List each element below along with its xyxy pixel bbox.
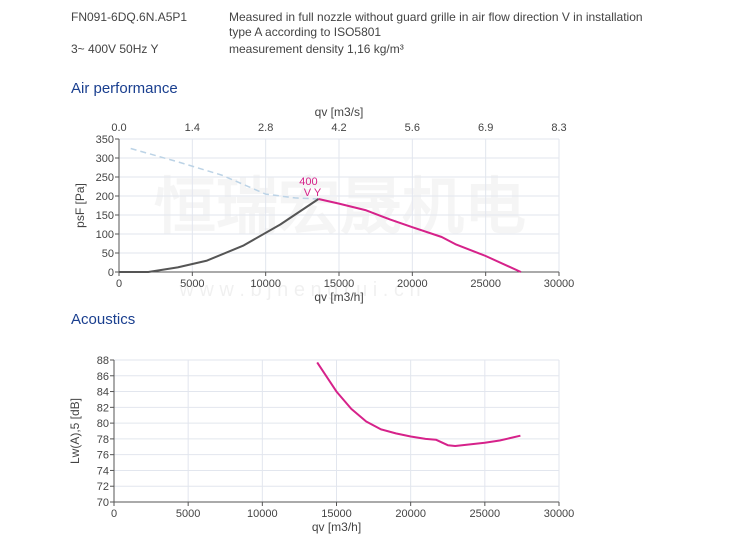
y-axis-label: psF [Pa] <box>73 183 87 228</box>
x-tick-label: 5000 <box>180 278 204 290</box>
measurement-note-3: measurement density 1,16 kg/m³ <box>229 42 404 56</box>
y-tick-label: 0 <box>108 267 114 279</box>
x-tick-label: 10000 <box>250 278 281 290</box>
series-line-0-0 <box>130 147 319 200</box>
x-axis-label: qv [m3/h] <box>312 520 361 534</box>
watermark-logo: 恒瑞宏晟机电 <box>154 173 526 242</box>
x2-tick-label: 2.8 <box>258 122 273 134</box>
x-axis-label: qv [m3/h] <box>314 290 363 304</box>
x-tick-label: 20000 <box>395 508 426 520</box>
series-line-0-1 <box>119 198 320 273</box>
series-line-0-2 <box>318 198 522 273</box>
x2-tick-label: 6.9 <box>478 122 493 134</box>
x-tick-label: 5000 <box>176 508 200 520</box>
x-tick-label: 10000 <box>247 508 278 520</box>
x2-tick-label: 5.6 <box>405 122 420 134</box>
watermark-url: w w w . b j h e n g r u i . c n <box>178 279 420 301</box>
x-tick-label: 20000 <box>397 278 428 290</box>
y-tick-label: 74 <box>97 465 109 477</box>
acoustics-title: Acoustics <box>71 311 136 328</box>
y-tick-label: 72 <box>97 481 109 493</box>
operating-point-label: 400 <box>299 176 317 188</box>
supply-label: 3~ 400V 50Hz Y <box>71 42 159 56</box>
x-tick-label: 15000 <box>324 278 355 290</box>
x2-tick-label: 4.2 <box>331 122 346 134</box>
measurement-note-1: Measured in full nozzle without guard gr… <box>229 10 643 24</box>
y-tick-label: 78 <box>97 434 109 446</box>
x-tick-label: 25000 <box>470 508 501 520</box>
x2-tick-label: 1.4 <box>185 122 200 134</box>
y-tick-label: 150 <box>96 210 114 222</box>
y-axis-label: Lw(A),5 [dB] <box>68 398 82 464</box>
y-tick-label: 300 <box>96 153 114 165</box>
x-tick-label: 0 <box>116 278 122 290</box>
operating-point-label: V Y <box>304 187 322 199</box>
y-tick-label: 86 <box>97 371 109 383</box>
y-tick-label: 82 <box>97 402 109 414</box>
x-tick-label: 0 <box>111 508 117 520</box>
model-label: FN091-6DQ.6N.A5P1 <box>71 10 188 24</box>
y-tick-label: 250 <box>96 172 114 184</box>
y-tick-label: 100 <box>96 229 114 241</box>
y-tick-label: 88 <box>97 355 109 367</box>
x2-tick-label: 8.3 <box>551 122 566 134</box>
y-tick-label: 200 <box>96 191 114 203</box>
x2-tick-label: 0.0 <box>111 122 126 134</box>
y-tick-label: 76 <box>97 450 109 462</box>
air-performance-title: Air performance <box>71 80 178 97</box>
x2-axis-label: qv [m3/s] <box>315 105 364 119</box>
measurement-note-2: type A according to ISO5801 <box>229 25 382 39</box>
series-line-1-0 <box>316 361 521 447</box>
y-tick-label: 50 <box>102 248 114 260</box>
x-tick-label: 30000 <box>544 278 575 290</box>
y-tick-label: 70 <box>97 497 109 509</box>
y-tick-label: 84 <box>97 387 109 399</box>
y-tick-label: 350 <box>96 134 114 146</box>
x-tick-label: 30000 <box>544 508 575 520</box>
x-tick-label: 15000 <box>321 508 352 520</box>
x-tick-label: 25000 <box>470 278 501 290</box>
y-tick-label: 80 <box>97 418 109 430</box>
